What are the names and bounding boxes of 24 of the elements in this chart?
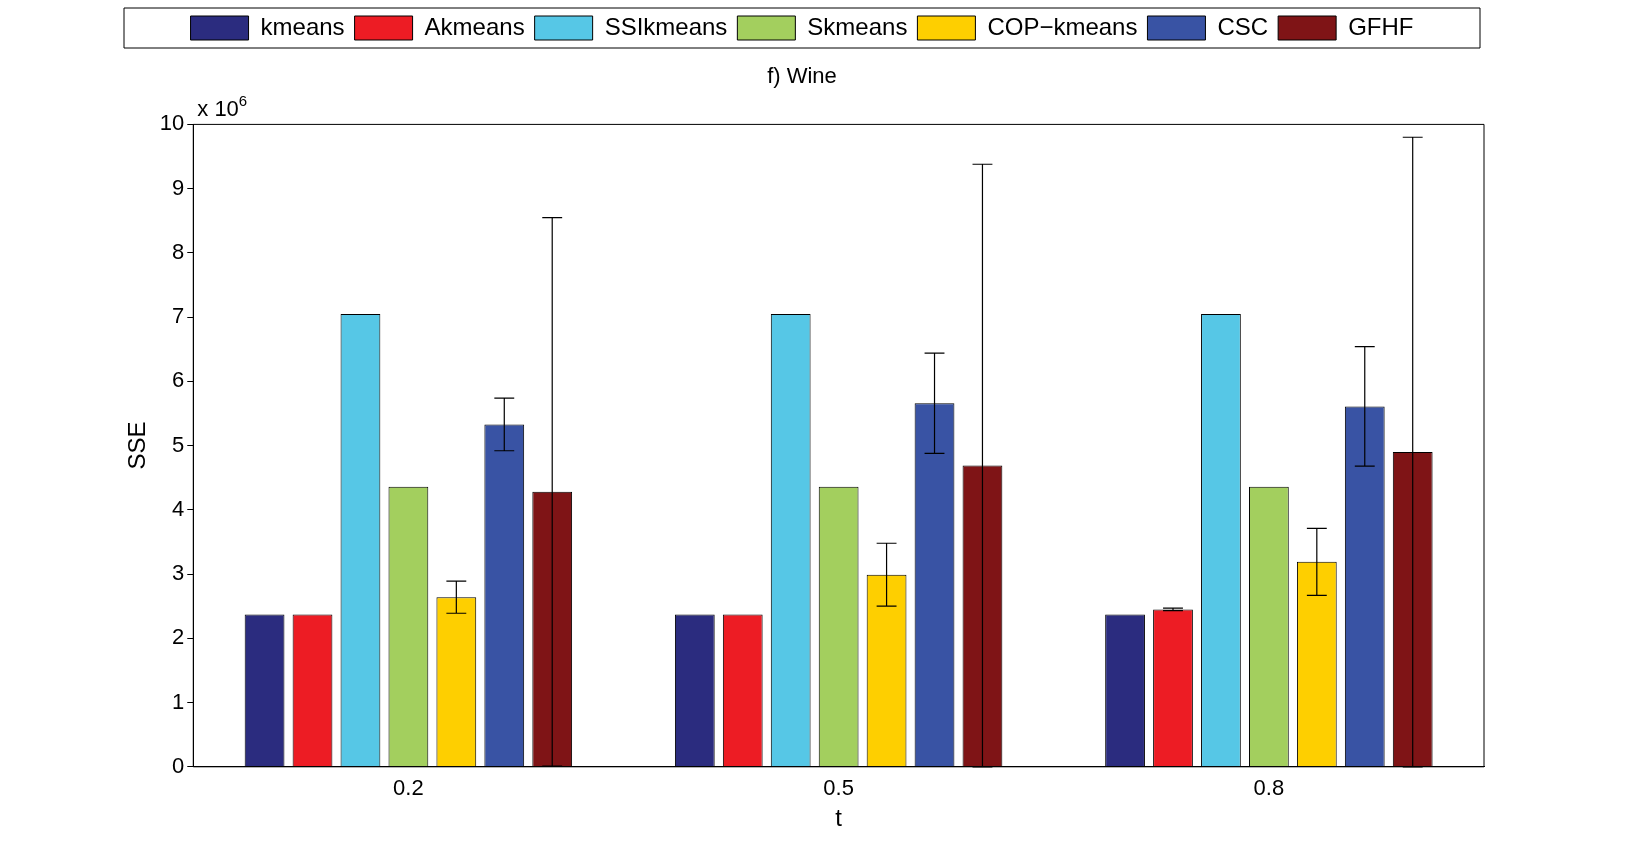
x-axis-title: t xyxy=(835,804,843,832)
y-tick-label: 3 xyxy=(172,560,185,586)
y-tick-label: 2 xyxy=(172,624,185,650)
y-tick-label: 7 xyxy=(172,303,185,329)
y-tick-label: 4 xyxy=(172,495,185,521)
x-tick-label: 0.2 xyxy=(393,775,424,801)
legend-label: GFHF xyxy=(1348,12,1414,40)
y-tick-label: 8 xyxy=(172,238,185,264)
legend-label: SSIkmeans xyxy=(604,12,728,40)
y-tick-label: 5 xyxy=(172,431,185,457)
chart-title: f) Wine xyxy=(767,63,837,89)
y-tick-label: 6 xyxy=(172,367,185,393)
legend-label: Akmeans xyxy=(424,12,525,40)
y-tick-label: 10 xyxy=(159,110,185,136)
x-tick-label: 0.5 xyxy=(823,775,854,801)
y-tick-label: 1 xyxy=(172,688,185,714)
y-axis-title: SSE xyxy=(123,421,151,470)
x-tick-label: 0.8 xyxy=(1253,775,1285,801)
legend-label: CSC xyxy=(1217,12,1269,40)
legend-label: Skmeans xyxy=(807,12,908,40)
y-tick-label: 0 xyxy=(172,752,185,778)
y-tick-label: 9 xyxy=(172,174,185,200)
legend-label: kmeans xyxy=(260,12,345,40)
legend-label: COP−kmeans xyxy=(987,12,1138,40)
